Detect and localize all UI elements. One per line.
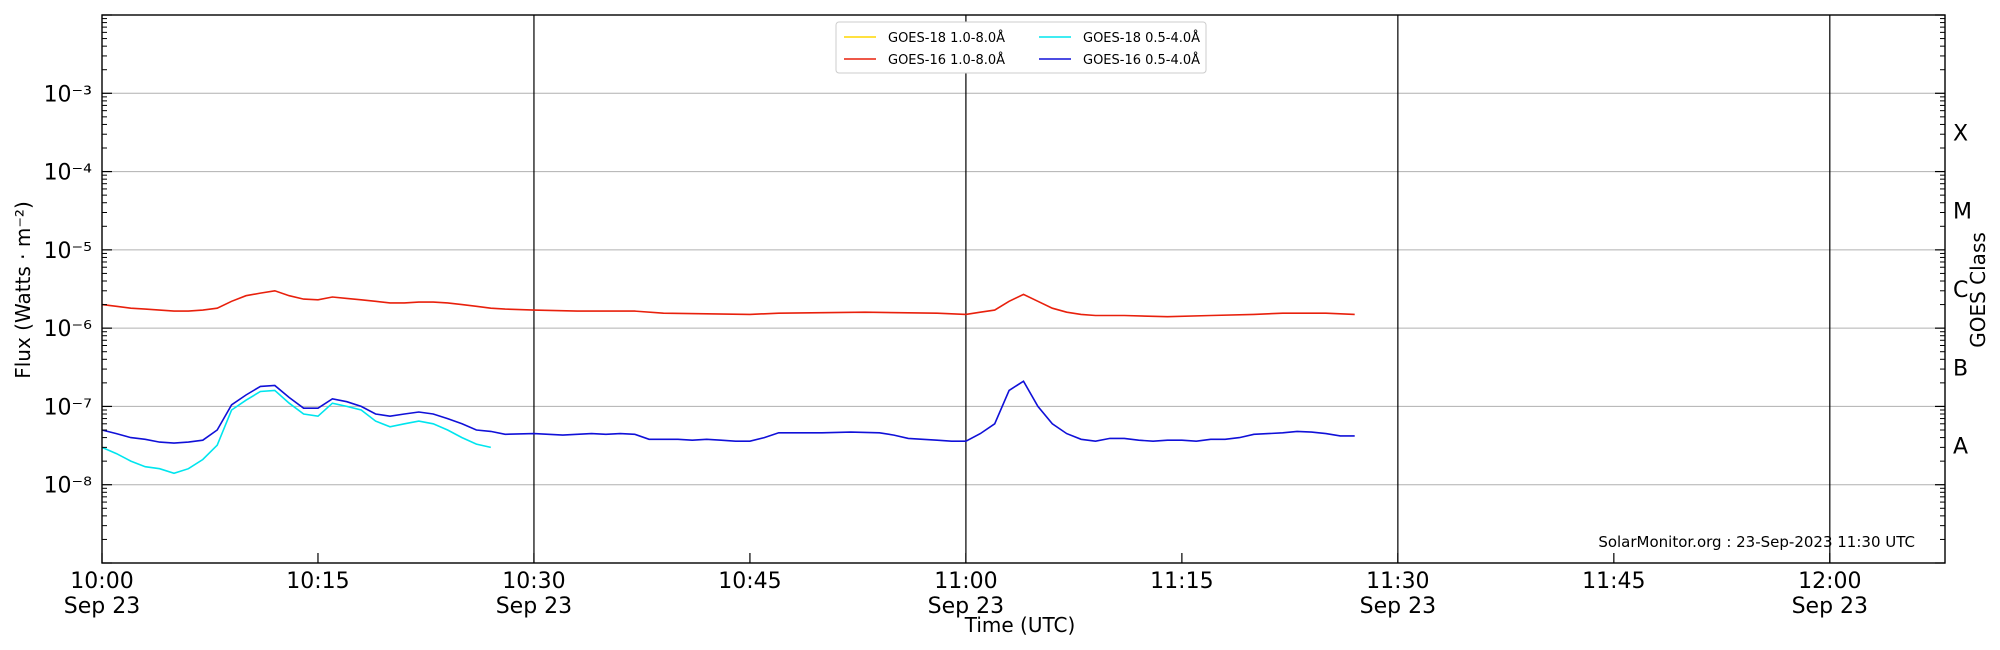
goes-class-label: C bbox=[1953, 278, 1968, 303]
series-lines bbox=[101, 289, 1355, 475]
source-annotation: SolarMonitor.org : 23-Sep-2023 11:30 UTC bbox=[1598, 533, 1915, 551]
x-tick-date-label: Sep 23 bbox=[64, 594, 140, 619]
legend: GOES-18 1.0-8.0Å GOES-18 0.5-4.0Å GOES-16 … bbox=[835, 21, 1207, 74]
y-tick-label: 10⁻⁵ bbox=[44, 239, 92, 264]
legend-box bbox=[835, 21, 1207, 74]
x-tick-label: 11:30 bbox=[1366, 569, 1429, 594]
legend-entry: GOES-18 0.5-4.0Å bbox=[1083, 30, 1200, 46]
x-tick-label: 11:45 bbox=[1582, 569, 1645, 594]
right-axis-label: GOES Class bbox=[1966, 232, 1990, 348]
x-tick-date-label: Sep 23 bbox=[1792, 594, 1868, 619]
x-tick-label: 10:30 bbox=[502, 569, 565, 594]
y-tick-label: 10⁻⁸ bbox=[44, 474, 93, 499]
x-tick-date-label: Sep 23 bbox=[1360, 594, 1436, 619]
goes-class-label: X bbox=[1953, 121, 1968, 146]
x-tick-label: 11:15 bbox=[1150, 569, 1213, 594]
series-line bbox=[101, 389, 491, 475]
x-tick-label: 11:00 bbox=[934, 569, 997, 594]
vertical-markers bbox=[533, 15, 1831, 563]
y-tick-label: 10⁻³ bbox=[44, 82, 92, 107]
x-axis-label: Time (UTC) bbox=[964, 613, 1076, 637]
legend-entry: GOES-16 0.5-4.0Å bbox=[1083, 52, 1200, 68]
series-line bbox=[101, 380, 1355, 444]
goes-class-label: A bbox=[1953, 435, 1968, 460]
series-line bbox=[101, 289, 1355, 318]
grid-lines bbox=[102, 92, 1945, 486]
y-tick-label: 10⁻⁶ bbox=[44, 317, 93, 342]
plot-frame bbox=[101, 14, 1946, 564]
legend-entry: GOES-16 1.0-8.0Å bbox=[888, 52, 1005, 68]
goes-class-label: B bbox=[1953, 356, 1968, 381]
x-tick-date-label: Sep 23 bbox=[496, 594, 572, 619]
x-tick-label: 12:00 bbox=[1798, 569, 1861, 594]
x-tick-label: 10:00 bbox=[70, 569, 133, 594]
legend-entry: GOES-18 1.0-8.0Å bbox=[888, 30, 1005, 46]
x-tick-date-label: Sep 23 bbox=[928, 594, 1004, 619]
goes-class-label: M bbox=[1953, 200, 1972, 225]
y-axis-label: Flux (Watts · m⁻²) bbox=[11, 201, 35, 379]
y-tick-label: 10⁻⁷ bbox=[44, 395, 92, 420]
y-tick-label: 10⁻⁴ bbox=[44, 161, 93, 186]
x-tick-label: 10:45 bbox=[718, 569, 781, 594]
x-tick-label: 10:15 bbox=[286, 569, 349, 594]
